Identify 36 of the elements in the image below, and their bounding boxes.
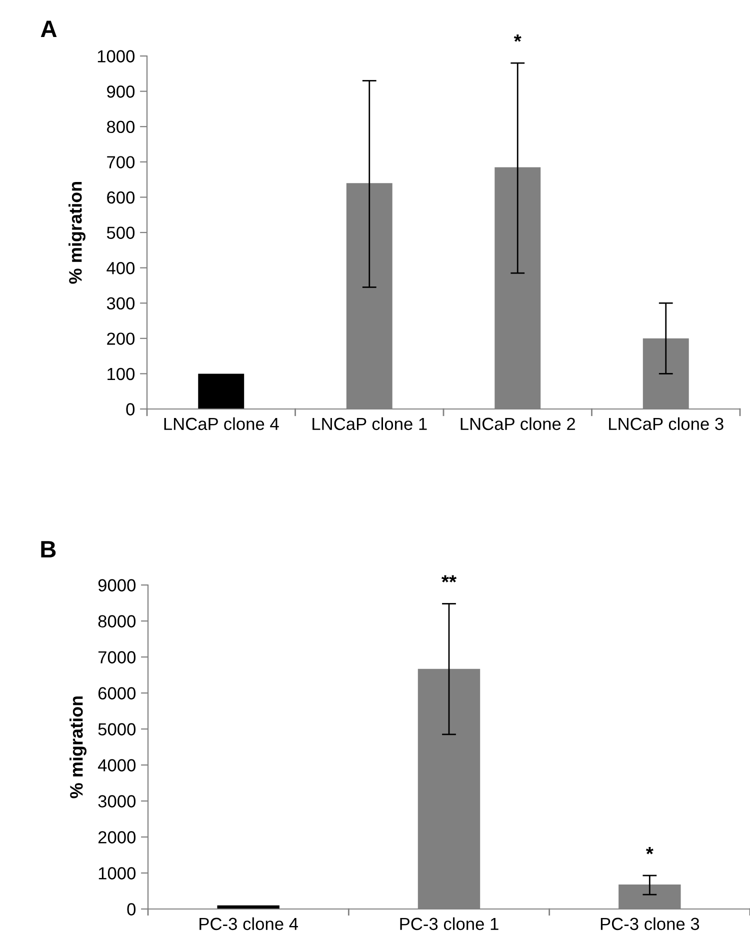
x-tick-label: PC-3 clone 1	[400, 917, 498, 930]
y-tick-label: 100	[108, 368, 135, 380]
y-tick-label: 8000	[98, 615, 136, 628]
chart-title: B	[41, 541, 56, 558]
y-tick-label: 400	[106, 262, 135, 274]
bar	[198, 374, 244, 409]
y-tick-label: 200	[107, 332, 135, 345]
x-tick-label: LNCaP clone 1	[312, 417, 427, 430]
y-tick-label: 2000	[98, 831, 136, 844]
y-tick-label: 7000	[98, 651, 136, 664]
y-tick-label: 600	[107, 191, 135, 204]
y-tick-label: 5000	[98, 723, 136, 736]
y-tick-label: 9000	[98, 579, 136, 592]
y-tick-label: 500	[106, 226, 135, 239]
annotation: **	[441, 575, 457, 582]
y-tick-label: 1000	[98, 867, 136, 880]
y-tick-label: 1000	[98, 50, 135, 62]
y-tick-label: 0	[127, 903, 136, 916]
x-tick-label: PC-3 clone 4	[200, 917, 298, 930]
annotation: *	[646, 846, 654, 854]
y-tick-label: 300	[106, 297, 135, 310]
y-tick-label: 700	[107, 156, 135, 168]
y-axis-title: % migration	[68, 182, 86, 284]
y-tick-label: 0	[126, 403, 135, 416]
y-axis-title: % migration	[70, 696, 86, 798]
y-tick-label: 3000	[98, 795, 136, 808]
y-tick-label: 800	[106, 120, 135, 134]
y-tick-label: 4000	[98, 759, 136, 772]
x-tick-label: LNCaP clone 3	[609, 417, 724, 430]
chart-title: A	[40, 20, 57, 37]
x-tick-label: PC-3 clone 3	[600, 917, 700, 930]
x-tick-label: LNCaP clone 2	[460, 417, 575, 430]
annotation: *	[514, 34, 522, 42]
x-tick-label: LNCaP clone 4	[164, 417, 279, 430]
y-tick-label: 900	[107, 85, 135, 98]
y-tick-label: 6000	[98, 687, 136, 700]
